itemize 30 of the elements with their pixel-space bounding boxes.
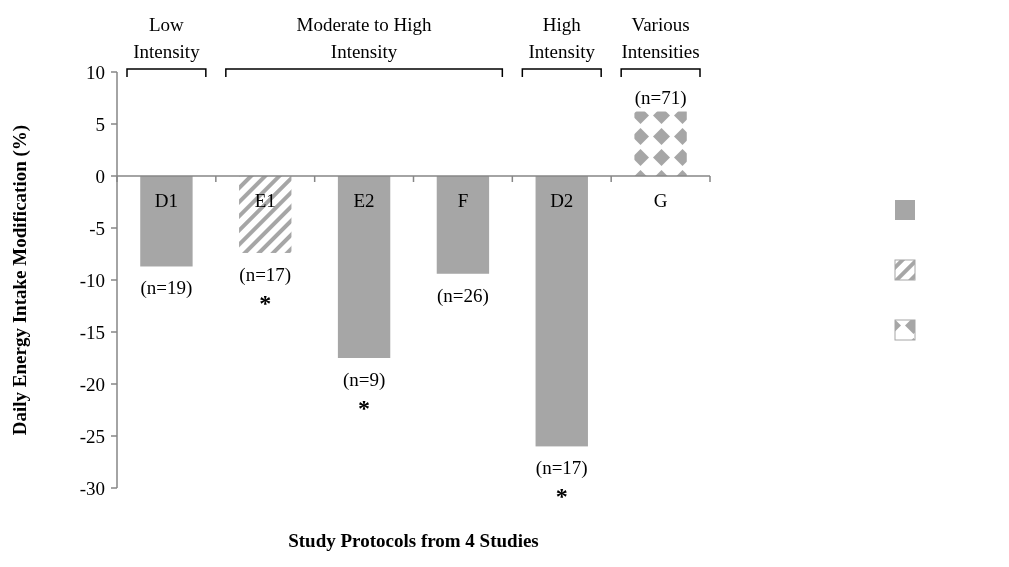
annotation: * <box>259 289 272 316</box>
y-axis-title: Daily Energy Intake Modification (%) <box>9 124 31 436</box>
y-tick-label: -25 <box>79 425 105 447</box>
text: High Intensity <box>528 14 596 62</box>
y-tick-label: -10 <box>79 269 105 291</box>
x-tick-label: D2 <box>550 190 574 211</box>
x-tick-label: F <box>457 190 469 211</box>
text: Various Intensities <box>621 14 700 62</box>
y-tick-label: -15 <box>79 321 105 343</box>
y-tick-label: -5 <box>89 217 105 239</box>
annotation: (n=9) <box>342 369 386 391</box>
x-tick-label: E1 <box>254 190 276 211</box>
text: Low Intensity <box>133 14 201 62</box>
annotation: * <box>555 483 568 510</box>
x-tick-label: G <box>653 190 668 211</box>
annotation: (n=19) <box>140 277 193 300</box>
x-axis-title: Study Protocols from 4 Studies <box>288 530 539 551</box>
annotation: * <box>358 395 371 421</box>
y-tick-label: -30 <box>79 477 105 499</box>
y-tick-label: -20 <box>79 373 105 395</box>
y-tick-label: 0 <box>95 165 105 187</box>
annotation: (n=17) <box>239 263 292 286</box>
x-tick-label: D1 <box>154 190 179 211</box>
y-tick-label: 5 <box>95 113 105 135</box>
y-tick-label: 10 <box>86 61 105 83</box>
text: Moderate to High Intensity <box>296 14 433 62</box>
annotation: (n=17) <box>535 457 588 480</box>
annotation: (n=26) <box>436 284 489 307</box>
x-tick-label: E2 <box>353 190 375 211</box>
annotation: (n=71) <box>634 86 687 109</box>
